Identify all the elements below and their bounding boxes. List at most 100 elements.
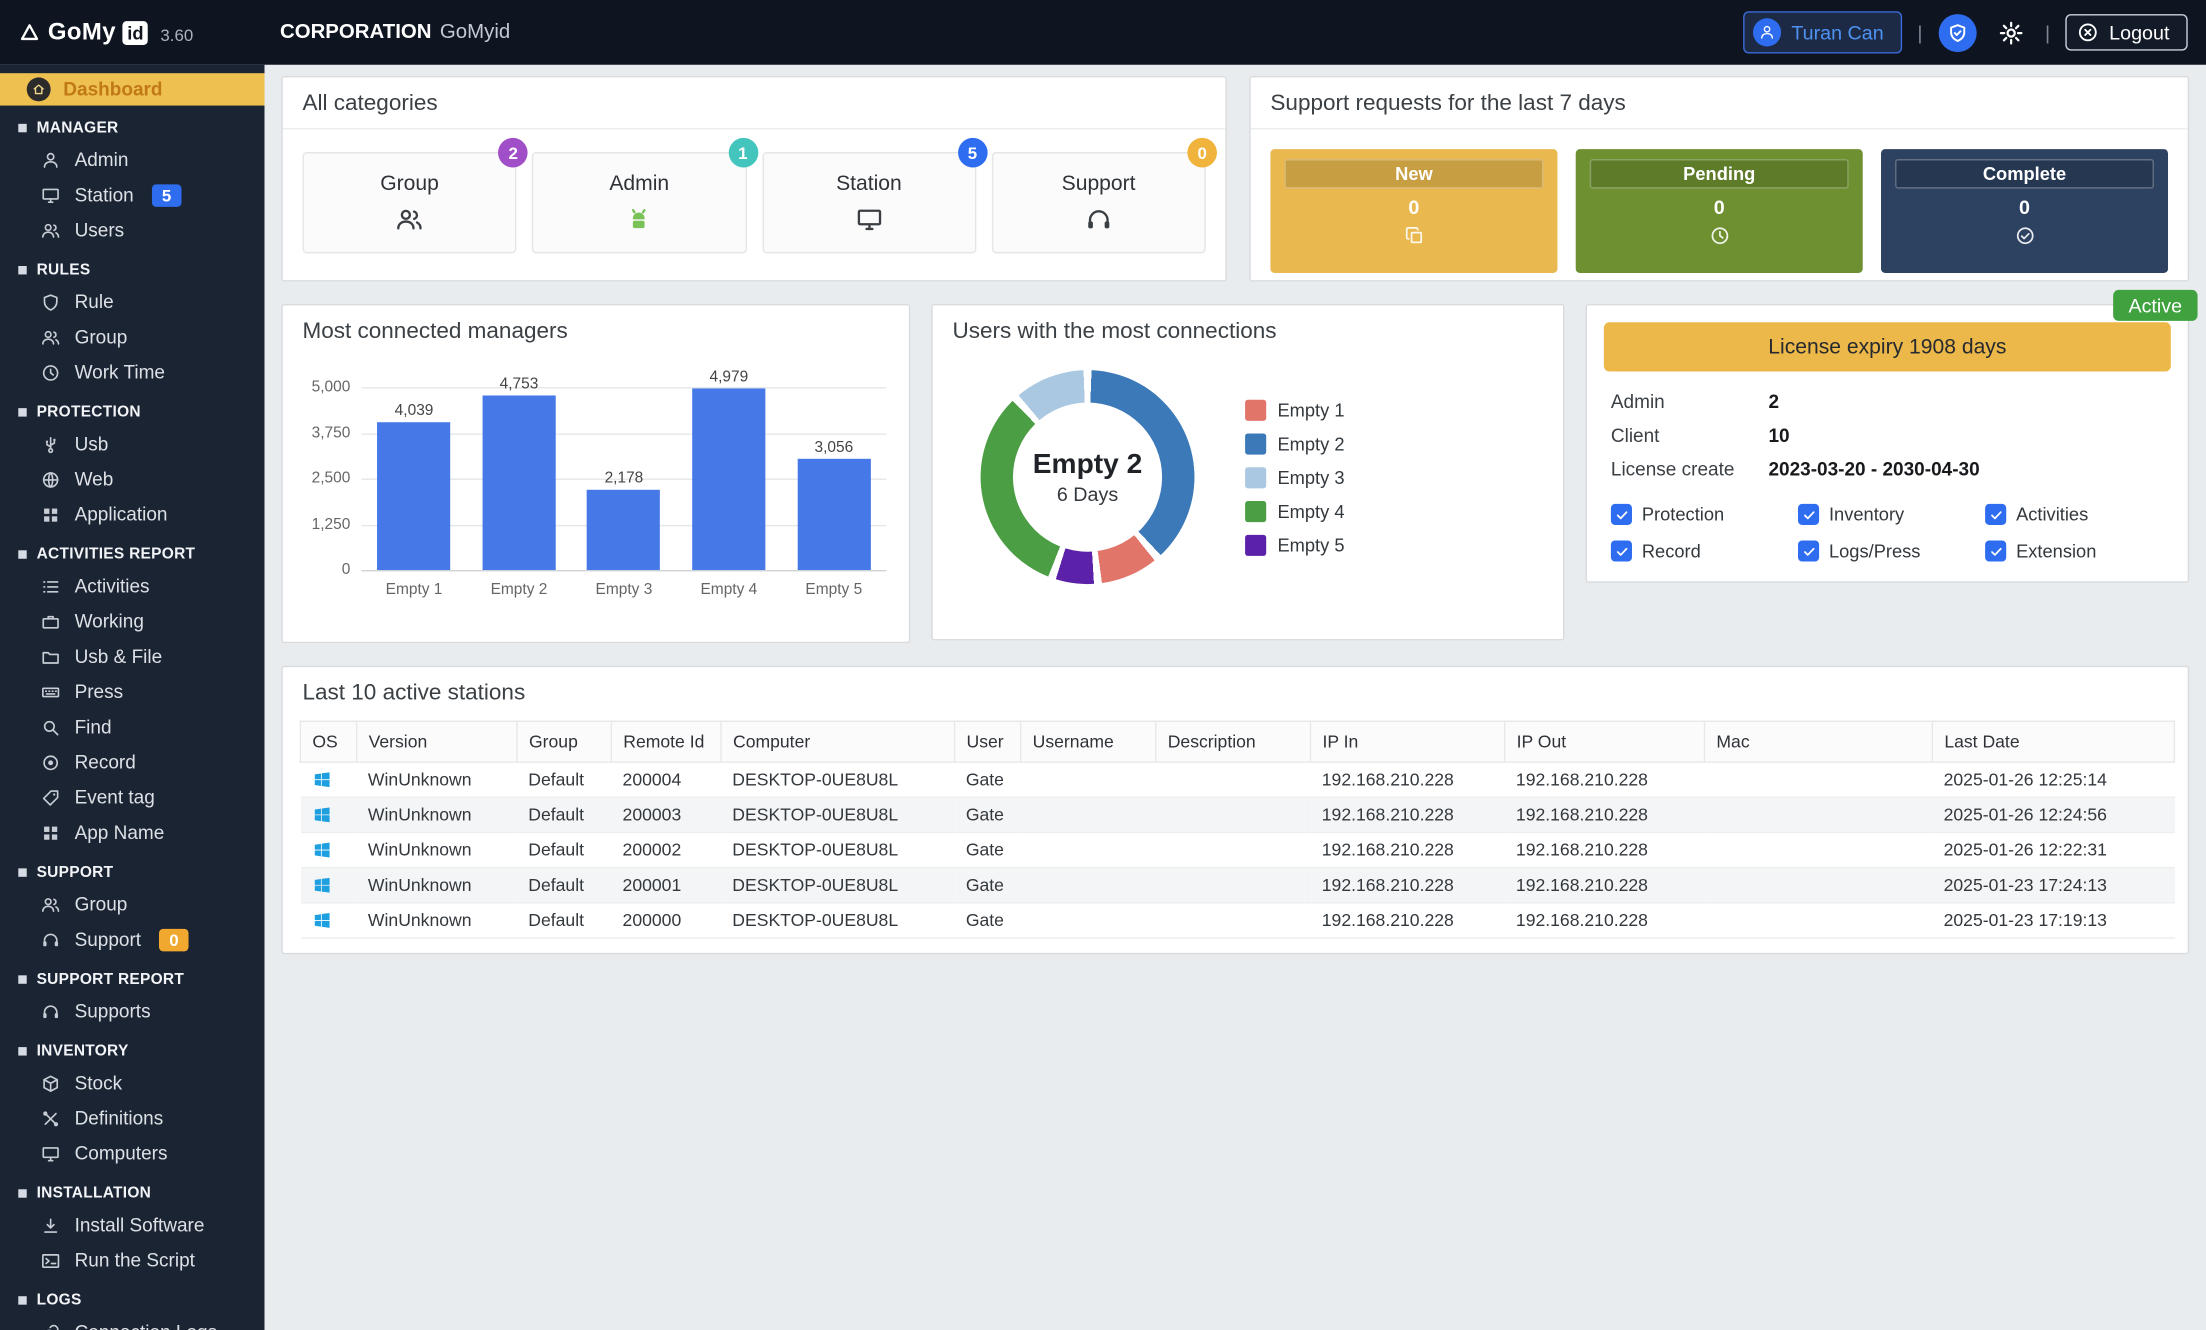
feature-label: Extension (2016, 540, 2096, 561)
app-logo[interactable]: GoMy id 3.60 (0, 18, 264, 46)
column-header-description[interactable]: Description (1156, 721, 1311, 762)
card-title: Support requests for the last 7 days (1251, 77, 2188, 129)
protection-status-button[interactable] (1938, 13, 1976, 51)
section-title: ACTIVITIES REPORT (37, 546, 196, 563)
sidebar-item-application[interactable]: Application (0, 497, 264, 532)
sidebar-item-label: Connaction Logs (75, 1322, 218, 1330)
column-header-version[interactable]: Version (357, 721, 517, 762)
sidebar-item-usb[interactable]: Usb (0, 426, 264, 461)
separator (2045, 21, 2050, 44)
cell-computer: DESKTOP-0UE8U8L (721, 797, 955, 832)
cell-group: Default (517, 762, 611, 797)
logout-button[interactable]: Logout (2066, 14, 2188, 51)
sidebar-item-label: Rule (75, 291, 114, 312)
sidebar-item-admin[interactable]: Admin (0, 142, 264, 177)
logo-text: GoMy (48, 18, 116, 46)
sidebar-item-web[interactable]: Web (0, 462, 264, 497)
feature-checkbox-logs-press[interactable]: Logs/Press (1798, 540, 1977, 561)
tile-label: Support (1062, 172, 1136, 196)
feature-checkbox-record[interactable]: Record (1611, 540, 1790, 561)
sidebar-item-rule[interactable]: Rule (0, 284, 264, 319)
sidebar-item-work-time[interactable]: Work Time (0, 355, 264, 390)
sidebar-item-label: Computers (75, 1143, 168, 1164)
card-title: Most connected managers (283, 305, 909, 356)
table-row[interactable]: WinUnknown Default 200003 DESKTOP-0UE8U8… (300, 797, 2174, 832)
sidebar-item-find[interactable]: Find (0, 709, 264, 744)
sidebar-item-label: Working (75, 611, 144, 632)
sidebar-item-record[interactable]: Record (0, 745, 264, 780)
category-tile-support[interactable]: 0 Support (992, 152, 1206, 253)
cell-ip-in: 192.168.210.228 (1311, 903, 1505, 938)
sidebar-item-working[interactable]: Working (0, 604, 264, 639)
sidebar-item-supports[interactable]: Supports (0, 994, 264, 1029)
sidebar-item-support[interactable]: Support0 (0, 922, 264, 957)
sidebar-item-stock[interactable]: Stock (0, 1065, 264, 1100)
column-header-last-date[interactable]: Last Date (1932, 721, 2174, 762)
column-header-mac[interactable]: Mac (1704, 721, 1932, 762)
count-badge: 5 (958, 138, 988, 168)
cell-mac (1704, 797, 1932, 832)
settings-button[interactable] (1991, 13, 2029, 51)
checkbox-checked-icon (1798, 540, 1819, 561)
column-header-username[interactable]: Username (1021, 721, 1156, 762)
tile-value: 0 (1714, 196, 1725, 219)
column-header-ip-in[interactable]: IP In (1311, 721, 1505, 762)
feature-label: Logs/Press (1829, 540, 1921, 561)
sidebar-item-connaction-logs[interactable]: Connaction Logs (0, 1315, 264, 1330)
cell-ip-in: 192.168.210.228 (1311, 868, 1505, 903)
table-row[interactable]: WinUnknown Default 200004 DESKTOP-0UE8U8… (300, 762, 2174, 797)
cell-description (1156, 832, 1311, 867)
sidebar-item-computers[interactable]: Computers (0, 1136, 264, 1171)
category-tile-admin[interactable]: 1 Admin (532, 152, 746, 253)
sidebar-item-label: Install Software (75, 1215, 205, 1236)
feature-checkbox-protection[interactable]: Protection (1611, 504, 1790, 525)
feature-checkbox-extension[interactable]: Extension (1985, 540, 2164, 561)
sidebar-item-press[interactable]: Press (0, 674, 264, 709)
sidebar-item-definitions[interactable]: Definitions (0, 1101, 264, 1136)
sidebar-item-dashboard[interactable]: Dashboard (0, 73, 264, 105)
license-status-badge: Active (2113, 290, 2198, 321)
app-version: 3.60 (160, 25, 193, 45)
request-tile-new: New 0 (1270, 149, 1557, 273)
bar (377, 422, 450, 570)
feature-checkbox-activities[interactable]: Activities (1985, 504, 2164, 525)
monitor-icon (41, 185, 61, 205)
sidebar-item-event-tag[interactable]: Event tag (0, 780, 264, 815)
sidebar-item-rules-group[interactable]: Group (0, 319, 264, 354)
category-tile-station[interactable]: 5 Station (762, 152, 976, 253)
cell-ip-out: 192.168.210.228 (1505, 903, 1705, 938)
logout-x-icon (2077, 21, 2100, 44)
sidebar-item-activities[interactable]: Activities (0, 569, 264, 604)
column-header-os[interactable]: OS (300, 721, 356, 762)
sidebar-item-run-the-script[interactable]: Run the Script (0, 1243, 264, 1278)
sidebar-item-station[interactable]: Station5 (0, 177, 264, 212)
column-header-user[interactable]: User (955, 721, 1021, 762)
column-header-remote-id[interactable]: Remote Id (611, 721, 721, 762)
sidebar-section-activities-report: ACTIVITIES REPORT (0, 532, 264, 569)
sidebar-item-users[interactable]: Users (0, 213, 264, 248)
cell-version: WinUnknown (357, 832, 517, 867)
sidebar-item-install-software[interactable]: Install Software (0, 1208, 264, 1243)
sidebar: Dashboard MANAGER Admin Station5 Users R… (0, 65, 264, 1330)
license-row-label: Client (1611, 422, 1769, 450)
column-header-computer[interactable]: Computer (721, 721, 955, 762)
sidebar-item-app-name[interactable]: App Name (0, 815, 264, 850)
tile-label: Group (380, 172, 439, 196)
table-row[interactable]: WinUnknown Default 200001 DESKTOP-0UE8U8… (300, 868, 2174, 903)
column-header-group[interactable]: Group (517, 721, 611, 762)
sidebar-item-usb-and-file[interactable]: Usb & File (0, 639, 264, 674)
table-row[interactable]: WinUnknown Default 200000 DESKTOP-0UE8U8… (300, 903, 2174, 938)
bar-column: 4,979 (676, 369, 781, 570)
user-menu-button[interactable]: Turan Can (1744, 11, 1902, 53)
column-header-ip-out[interactable]: IP Out (1505, 721, 1705, 762)
legend-item: Empty 1 (1245, 399, 1344, 420)
table-row[interactable]: WinUnknown Default 200002 DESKTOP-0UE8U8… (300, 832, 2174, 867)
bar-value-label: 4,979 (710, 369, 749, 386)
section-title: SUPPORT (37, 864, 114, 881)
section-bullet (18, 266, 26, 274)
category-tile-group[interactable]: 2 Group (302, 152, 516, 253)
sidebar-item-support-group[interactable]: Group (0, 887, 264, 922)
category-tiles: 2 Group 1 Admin 5 Station (283, 141, 1226, 270)
card-title: Users with the most connections (933, 305, 1563, 356)
feature-checkbox-inventory[interactable]: Inventory (1798, 504, 1977, 525)
